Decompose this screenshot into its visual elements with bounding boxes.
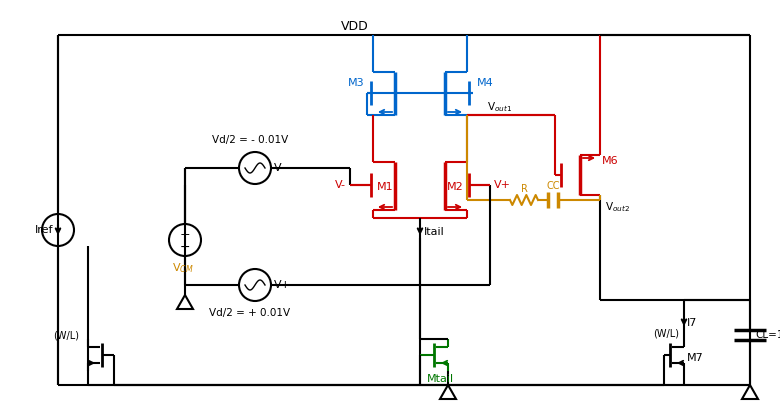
- Text: CC: CC: [546, 181, 560, 191]
- Text: V+: V+: [494, 180, 511, 190]
- Text: (W/L): (W/L): [53, 330, 79, 340]
- Text: V$_{CM}$: V$_{CM}$: [172, 261, 193, 275]
- Text: V+: V+: [274, 280, 291, 290]
- Text: V$_{out2}$: V$_{out2}$: [605, 200, 630, 214]
- Text: Mtail: Mtail: [427, 374, 453, 384]
- Text: VDD: VDD: [341, 20, 369, 33]
- Text: M7: M7: [687, 353, 704, 363]
- Text: +: +: [179, 228, 190, 241]
- Text: CL=100fF: CL=100fF: [755, 330, 780, 340]
- Text: R: R: [520, 184, 527, 194]
- Text: Vd/2 = + 0.01V: Vd/2 = + 0.01V: [210, 308, 291, 318]
- Text: M2: M2: [447, 182, 463, 192]
- Text: M3: M3: [348, 78, 364, 88]
- Text: V-: V-: [335, 180, 346, 190]
- Text: Iref: Iref: [34, 225, 53, 235]
- Text: Itail: Itail: [424, 227, 445, 237]
- Text: V$_{out1}$: V$_{out1}$: [487, 100, 512, 114]
- Text: (W/L): (W/L): [653, 328, 679, 338]
- Text: M6: M6: [602, 156, 619, 166]
- Text: V-: V-: [274, 163, 285, 173]
- Text: M4: M4: [477, 78, 494, 88]
- Text: −: −: [179, 241, 190, 254]
- Text: M1: M1: [377, 182, 393, 192]
- Text: Vd/2 = - 0.01V: Vd/2 = - 0.01V: [212, 135, 288, 145]
- Text: I7: I7: [687, 318, 697, 328]
